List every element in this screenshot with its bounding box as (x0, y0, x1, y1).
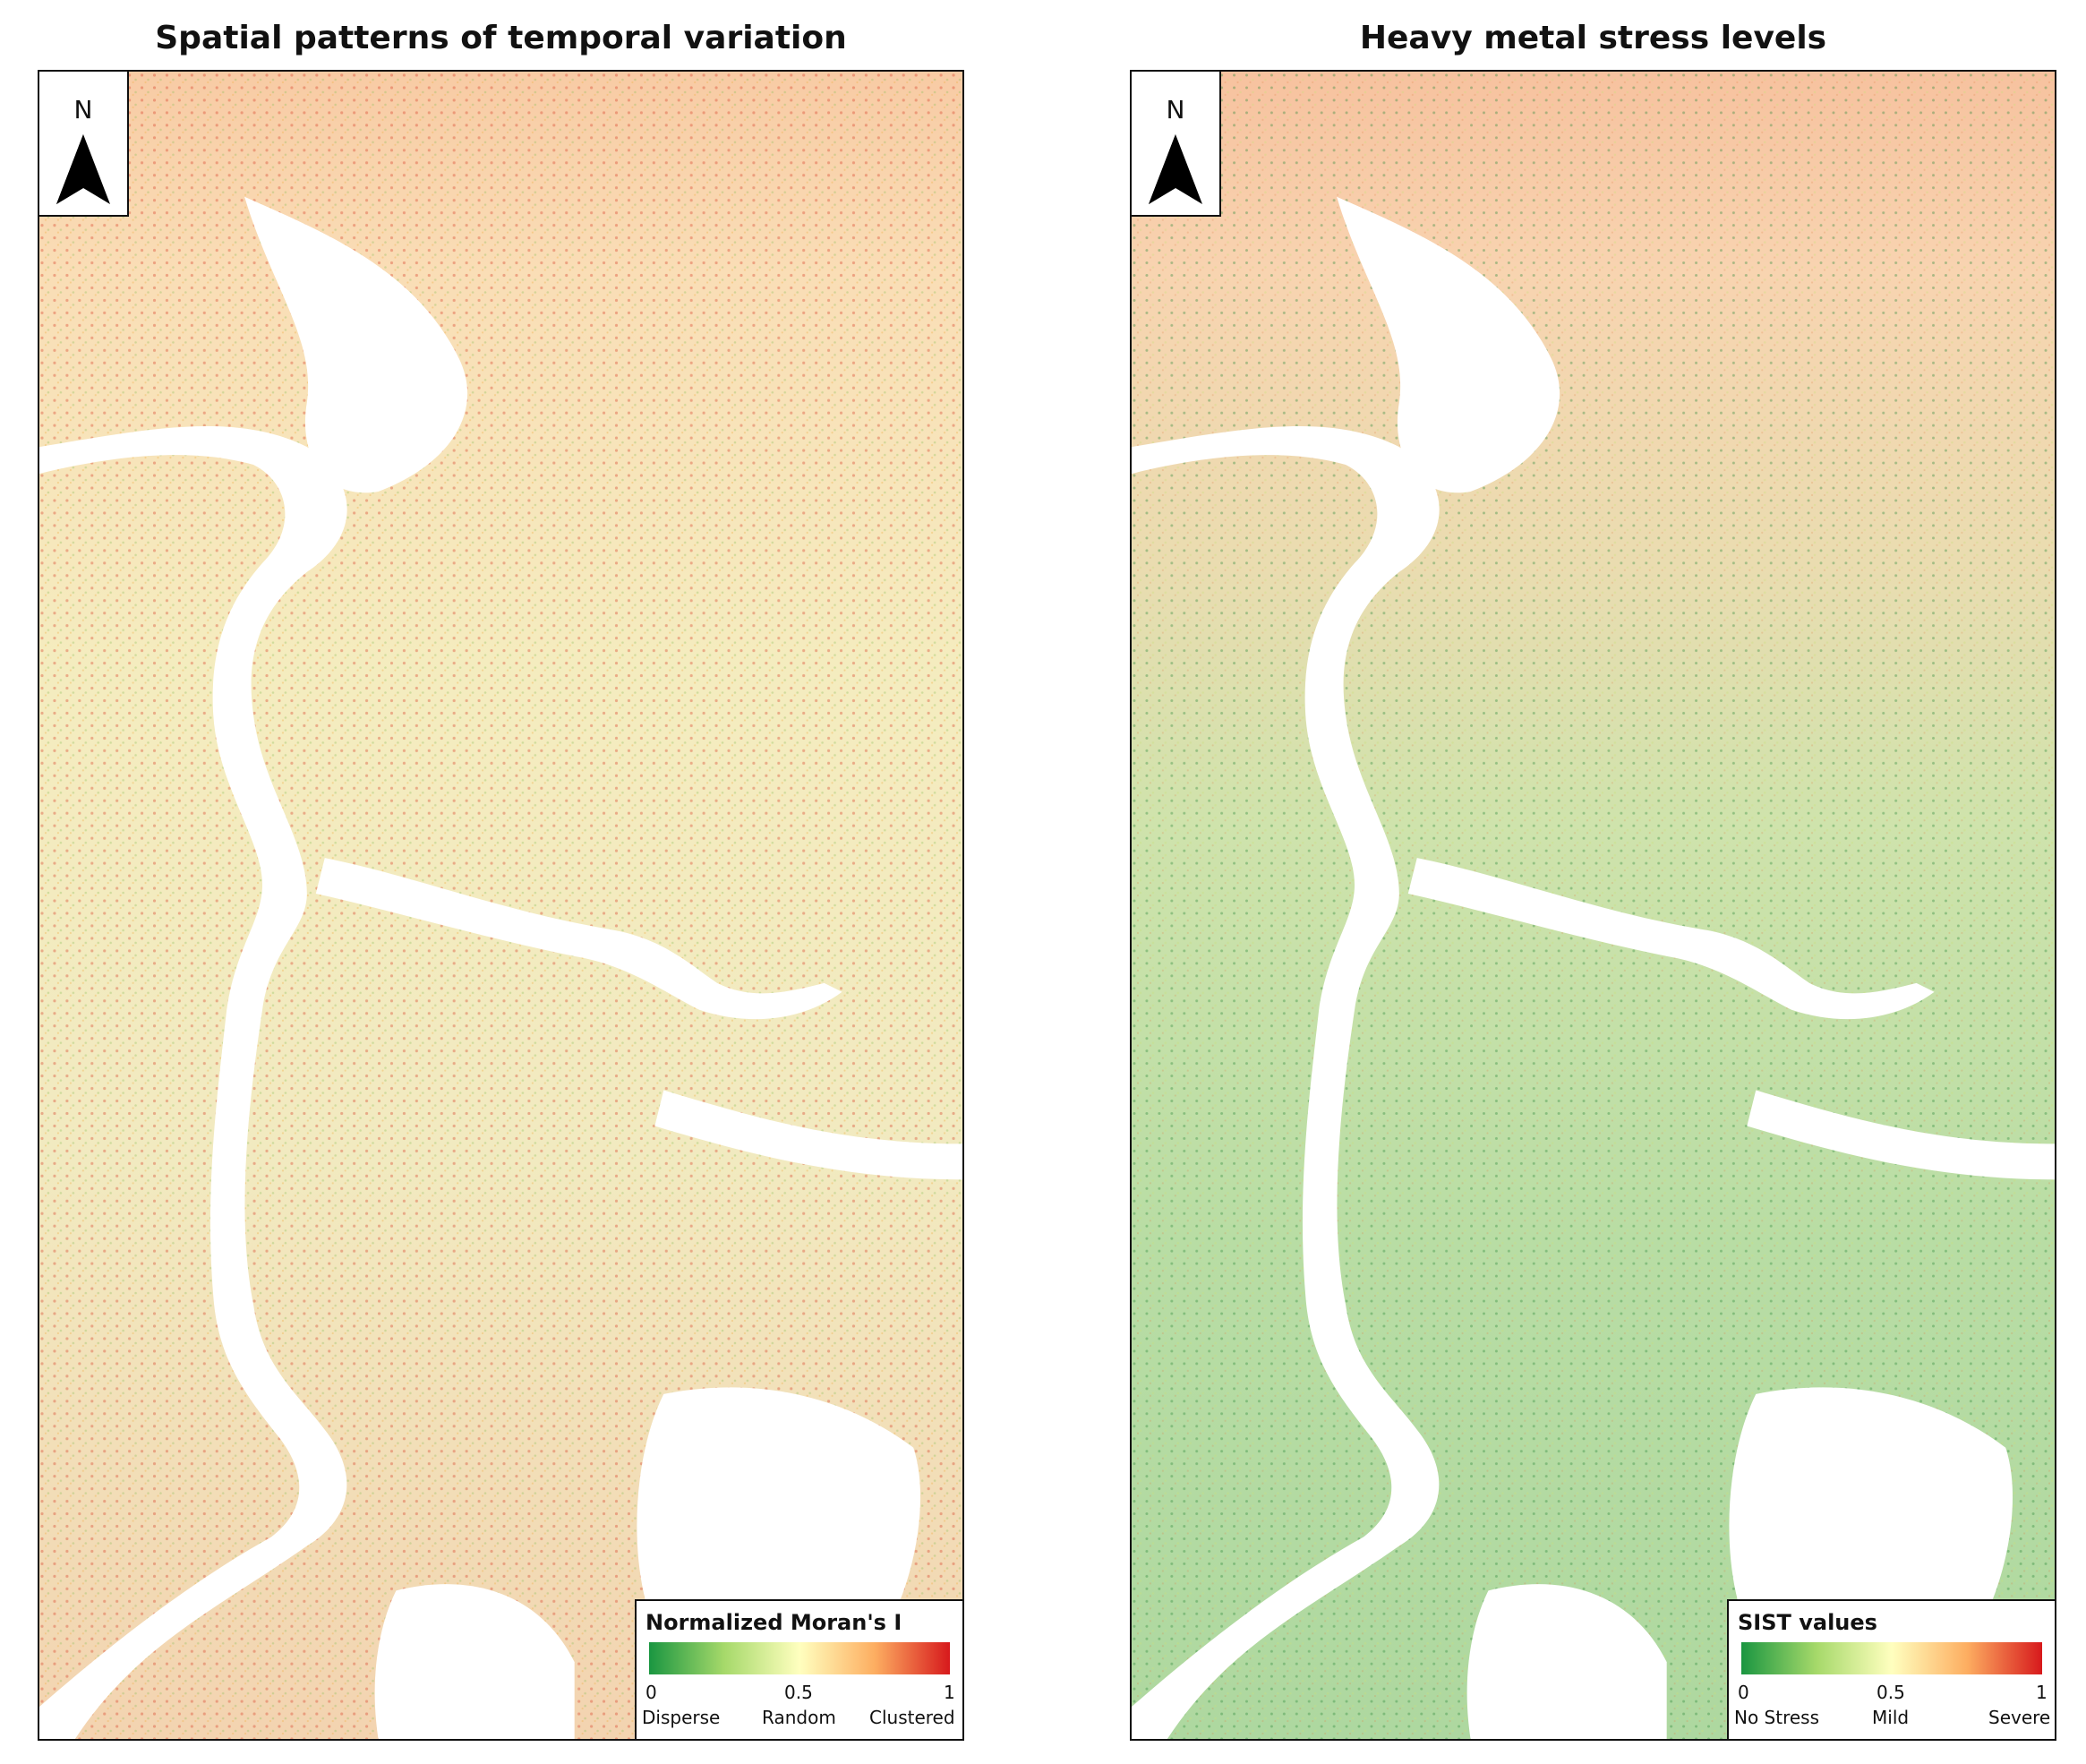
left-legend-cat-mid: Random (762, 1707, 836, 1728)
left-legend-tick-min: 0 (645, 1682, 657, 1703)
left-legend-cat-high: Clustered (869, 1707, 955, 1728)
right-legend-tick-mid: 0.5 (1877, 1682, 1905, 1703)
right-north-arrow-box: N (1132, 72, 1221, 217)
left-map[interactable]: N Normalized Moran's I 0 0.5 1 Disperse … (38, 70, 964, 1741)
right-map[interactable]: N SIST values 0 0.5 1 No Stress Mild (1130, 70, 2056, 1741)
right-legend-tick-max: 1 (2036, 1682, 2048, 1703)
left-north-letter: N (73, 95, 93, 124)
left-legend-tick-mid: 0.5 (784, 1682, 813, 1703)
north-arrow-icon (1149, 134, 1202, 204)
right-legend-tick-min: 0 (1738, 1682, 1749, 1703)
right-legend-colorbar (1741, 1642, 2042, 1674)
left-legend-title: Normalized Moran's I (645, 1610, 902, 1635)
left-map-raster (39, 72, 962, 1739)
right-legend-cat-high: Severe (1988, 1707, 2051, 1728)
left-legend-tick-max: 1 (944, 1682, 955, 1703)
right-map-title: Heavy metal stress levels (1359, 20, 1827, 56)
right-legend: SIST values 0 0.5 1 No Stress Mild Sever… (1727, 1599, 2055, 1739)
right-legend-cat-mid: Mild (1872, 1707, 1910, 1728)
right-legend-cat-low: No Stress (1734, 1707, 1820, 1728)
left-map-title: Spatial patterns of temporal variation (155, 20, 847, 56)
left-legend-cat-low: Disperse (642, 1707, 721, 1728)
right-map-raster (1132, 72, 2055, 1739)
right-legend-title: SIST values (1738, 1610, 1877, 1635)
left-legend: Normalized Moran's I 0 0.5 1 Disperse Ra… (635, 1599, 962, 1739)
left-north-arrow-box: N (39, 72, 129, 217)
left-legend-colorbar (649, 1642, 950, 1674)
right-north-letter: N (1166, 95, 1185, 124)
north-arrow-icon (56, 134, 110, 204)
